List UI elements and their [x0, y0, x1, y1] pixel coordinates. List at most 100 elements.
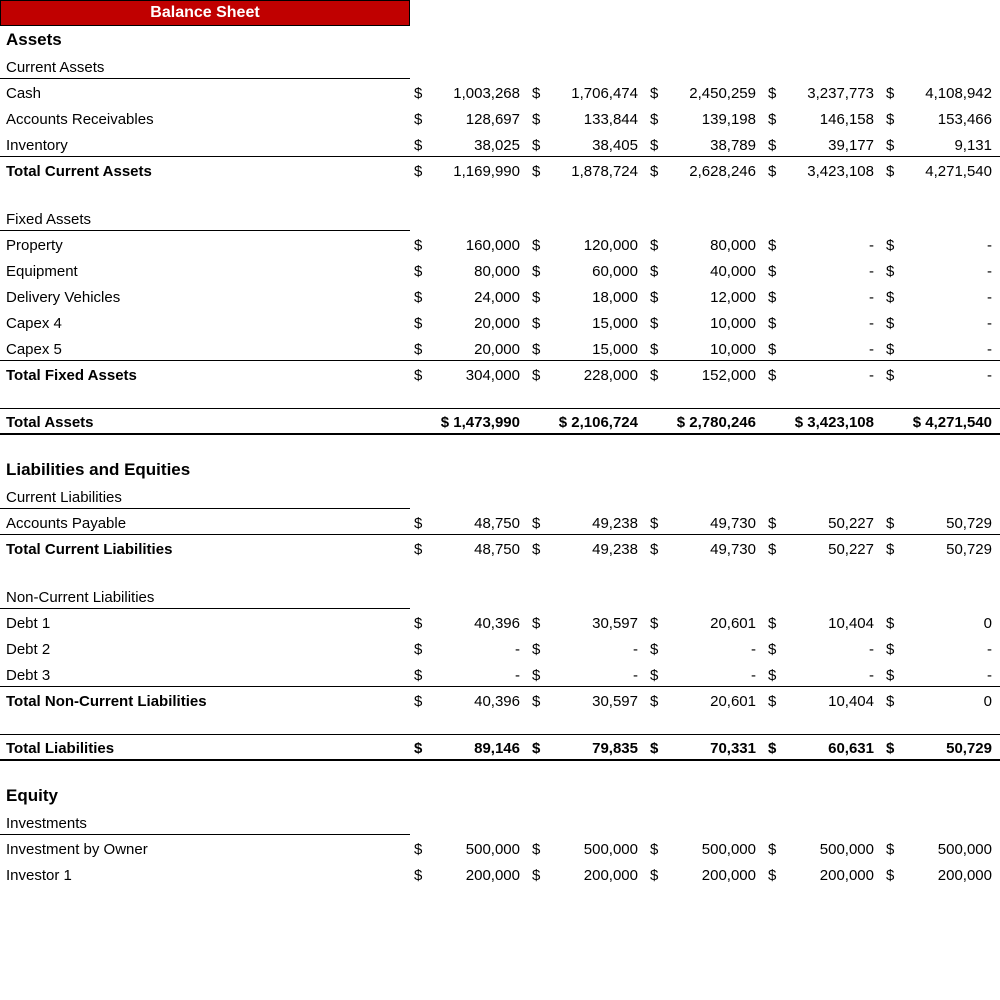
value-cell: 0	[900, 686, 1000, 712]
value-cell: -	[900, 230, 1000, 256]
currency-symbol: $	[646, 156, 664, 182]
line-item-label: Delivery Vehicles	[0, 282, 410, 308]
value-cell: $ 3,423,108	[782, 408, 882, 434]
value-cell: 38,789	[664, 130, 764, 156]
section-heading: Equity	[0, 782, 410, 808]
currency-symbol: $	[882, 130, 900, 156]
value-cell: 40,396	[428, 686, 528, 712]
currency-symbol: $	[410, 230, 428, 256]
currency-symbol: $	[528, 660, 546, 686]
value-cell: 15,000	[546, 308, 646, 334]
currency-symbol: $	[410, 608, 428, 634]
value-cell: 38,025	[428, 130, 528, 156]
currency-symbol: $	[528, 104, 546, 130]
value-cell: 120,000	[546, 230, 646, 256]
currency-symbol: $	[764, 508, 782, 534]
line-item-label: Accounts Payable	[0, 508, 410, 534]
currency-symbol: $	[646, 860, 664, 886]
currency-symbol: $	[764, 686, 782, 712]
currency-symbol: $	[646, 130, 664, 156]
value-cell: 12,000	[664, 282, 764, 308]
currency-symbol: $	[882, 282, 900, 308]
value-cell: 146,158	[782, 104, 882, 130]
currency-symbol: $	[646, 508, 664, 534]
currency-symbol: $	[882, 734, 900, 760]
line-item-label: Property	[0, 230, 410, 256]
value-cell: -	[782, 308, 882, 334]
currency-symbol: $	[764, 308, 782, 334]
currency-symbol: $	[410, 156, 428, 182]
currency-symbol: $	[410, 834, 428, 860]
value-cell: 49,238	[546, 508, 646, 534]
currency-symbol: $	[410, 508, 428, 534]
value-cell: 160,000	[428, 230, 528, 256]
currency-symbol: $	[410, 360, 428, 386]
total-label: Total Fixed Assets	[0, 360, 410, 386]
line-item-label: Debt 3	[0, 660, 410, 686]
value-cell: 4,108,942	[900, 78, 1000, 104]
value-cell: 500,000	[900, 834, 1000, 860]
value-cell: 228,000	[546, 360, 646, 386]
value-cell: 50,227	[782, 508, 882, 534]
currency-symbol: $	[528, 360, 546, 386]
currency-symbol: $	[882, 230, 900, 256]
currency-symbol: $	[764, 634, 782, 660]
value-cell: 133,844	[546, 104, 646, 130]
value-cell: -	[664, 660, 764, 686]
value-cell: 1,169,990	[428, 156, 528, 182]
currency-symbol: $	[764, 534, 782, 560]
currency-symbol: $	[764, 834, 782, 860]
value-cell: $ 2,780,246	[664, 408, 764, 434]
currency-symbol: $	[528, 282, 546, 308]
sub-heading: Current Assets	[0, 52, 410, 78]
value-cell: 200,000	[428, 860, 528, 886]
currency-symbol: $	[528, 634, 546, 660]
value-cell: 2,628,246	[664, 156, 764, 182]
value-cell: -	[900, 660, 1000, 686]
currency-symbol: $	[410, 256, 428, 282]
value-cell: 50,729	[900, 508, 1000, 534]
currency-symbol: $	[528, 508, 546, 534]
value-cell: 200,000	[546, 860, 646, 886]
currency-symbol: $	[764, 360, 782, 386]
value-cell: 128,697	[428, 104, 528, 130]
value-cell: -	[546, 634, 646, 660]
currency-symbol: $	[646, 230, 664, 256]
currency-symbol: $	[764, 660, 782, 686]
currency-symbol: $	[528, 608, 546, 634]
value-cell: 2,450,259	[664, 78, 764, 104]
currency-symbol: $	[764, 334, 782, 360]
currency-symbol: $	[410, 634, 428, 660]
section-heading: Liabilities and Equities	[0, 456, 410, 482]
sheet-title: Balance Sheet	[0, 0, 410, 26]
currency-symbol: $	[882, 608, 900, 634]
value-cell: 139,198	[664, 104, 764, 130]
value-cell: 20,000	[428, 334, 528, 360]
currency-symbol: $	[764, 130, 782, 156]
value-cell: -	[782, 360, 882, 386]
line-item-label: Cash	[0, 78, 410, 104]
currency-symbol: $	[764, 734, 782, 760]
value-cell: 49,238	[546, 534, 646, 560]
currency-symbol: $	[528, 230, 546, 256]
value-cell: 10,000	[664, 334, 764, 360]
value-cell: -	[900, 360, 1000, 386]
balance-sheet-table: AssetsCurrent AssetsCash$1,003,268$1,706…	[0, 26, 1000, 886]
value-cell: $ 4,271,540	[900, 408, 1000, 434]
currency-symbol: $	[410, 534, 428, 560]
currency-symbol	[410, 408, 428, 434]
currency-symbol: $	[882, 104, 900, 130]
value-cell: 30,597	[546, 608, 646, 634]
value-cell: 40,396	[428, 608, 528, 634]
currency-symbol: $	[528, 534, 546, 560]
value-cell: 60,000	[546, 256, 646, 282]
value-cell: 200,000	[782, 860, 882, 886]
value-cell: 500,000	[546, 834, 646, 860]
total-label: Total Current Liabilities	[0, 534, 410, 560]
value-cell: 48,750	[428, 508, 528, 534]
value-cell: 9,131	[900, 130, 1000, 156]
value-cell: 30,597	[546, 686, 646, 712]
value-cell: 0	[900, 608, 1000, 634]
value-cell: 50,227	[782, 534, 882, 560]
balance-sheet: Balance Sheet AssetsCurrent AssetsCash$1…	[0, 0, 1000, 886]
